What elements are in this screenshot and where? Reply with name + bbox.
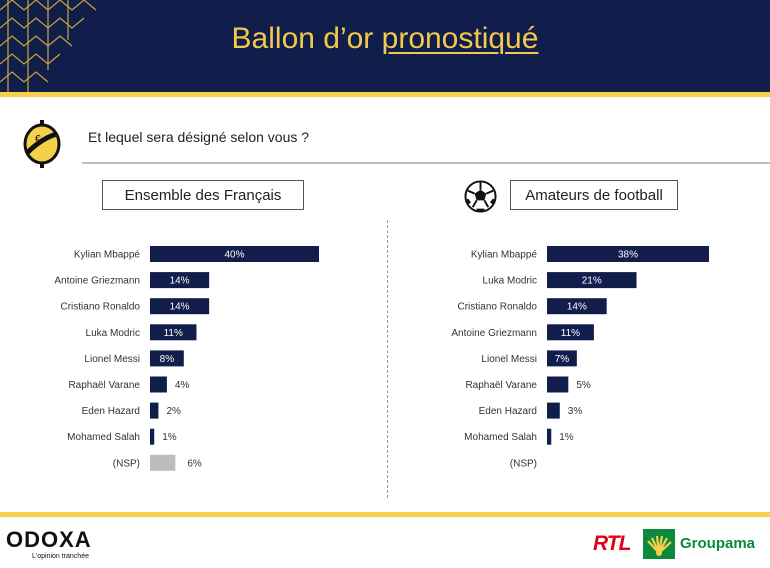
bar bbox=[547, 428, 552, 445]
category-label: Antoine Griezmann bbox=[54, 276, 140, 287]
value-label: 8% bbox=[160, 354, 175, 365]
gold-divider-bottom bbox=[0, 512, 770, 517]
category-label: Kylian Mbappé bbox=[471, 250, 538, 261]
value-label: 38% bbox=[618, 250, 638, 261]
value-label: 4% bbox=[175, 380, 190, 391]
svg-text:€: € bbox=[35, 134, 41, 145]
category-label: Mohamed Salah bbox=[464, 432, 537, 443]
bar bbox=[150, 272, 210, 289]
odoxa-logo: ODOXA bbox=[6, 527, 92, 552]
category-label: Eden Hazard bbox=[82, 406, 140, 417]
bar bbox=[150, 246, 319, 262]
category-label: Luka Modric bbox=[86, 328, 140, 339]
groupama-logo: Groupama bbox=[680, 535, 756, 552]
value-label: 14% bbox=[170, 276, 190, 287]
bar bbox=[547, 272, 637, 289]
bar bbox=[547, 324, 594, 341]
value-label: 11% bbox=[164, 328, 183, 339]
category-label: Eden Hazard bbox=[479, 406, 537, 417]
bar bbox=[547, 350, 577, 367]
header-banner: Ballon d’or pronostiqué bbox=[0, 0, 770, 92]
bar bbox=[150, 402, 159, 419]
bar bbox=[150, 350, 184, 367]
rtl-logo: RTL bbox=[593, 532, 631, 555]
category-label: Raphaël Varane bbox=[68, 380, 140, 391]
value-label: 21% bbox=[582, 276, 602, 287]
category-label: Cristiano Ronaldo bbox=[61, 302, 141, 313]
bar bbox=[547, 246, 709, 262]
category-label: Raphaël Varane bbox=[465, 380, 537, 391]
odoxa-tagline: L'opinion tranchée bbox=[32, 553, 89, 560]
question-separator bbox=[82, 162, 770, 164]
category-label: Antoine Griezmann bbox=[451, 328, 537, 339]
value-label: 40% bbox=[224, 250, 244, 261]
bar bbox=[150, 298, 210, 315]
value-label: 14% bbox=[170, 302, 190, 313]
category-label: Luka Modric bbox=[483, 276, 537, 287]
category-label: (NSP) bbox=[510, 458, 537, 469]
category-label: Lionel Messi bbox=[481, 354, 537, 365]
value-label: 6% bbox=[187, 458, 202, 469]
category-label: Lionel Messi bbox=[84, 354, 140, 365]
group-label-all: Ensemble des Français bbox=[102, 180, 304, 210]
category-label: Kylian Mbappé bbox=[74, 250, 141, 261]
value-label: 1% bbox=[559, 432, 574, 443]
coin-icon: € bbox=[23, 120, 61, 168]
category-label: (NSP) bbox=[113, 458, 140, 469]
value-label: 5% bbox=[576, 380, 591, 391]
value-label: 7% bbox=[555, 354, 570, 365]
bar bbox=[150, 454, 176, 471]
vertical-dashed-divider bbox=[387, 220, 388, 498]
bar bbox=[150, 324, 197, 341]
football-icon bbox=[464, 180, 497, 213]
value-label: 3% bbox=[568, 406, 583, 417]
header-pattern bbox=[0, 0, 97, 92]
bar bbox=[547, 402, 560, 419]
page-title: Ballon d’or pronostiqué bbox=[231, 22, 539, 55]
bar bbox=[150, 428, 155, 445]
gold-divider-top bbox=[0, 92, 770, 97]
bar bbox=[547, 298, 607, 315]
bar bbox=[547, 376, 569, 393]
groupama-icon bbox=[643, 529, 675, 559]
bar bbox=[150, 376, 167, 393]
group-label-football: Amateurs de football bbox=[510, 180, 678, 210]
value-label: 1% bbox=[162, 432, 177, 443]
category-label: Cristiano Ronaldo bbox=[458, 302, 538, 313]
category-label: Mohamed Salah bbox=[67, 432, 140, 443]
value-label: 11% bbox=[561, 328, 580, 339]
value-label: 2% bbox=[166, 406, 181, 417]
question-text: Et lequel sera désigné selon vous ? bbox=[88, 129, 310, 145]
value-label: 14% bbox=[567, 302, 587, 313]
